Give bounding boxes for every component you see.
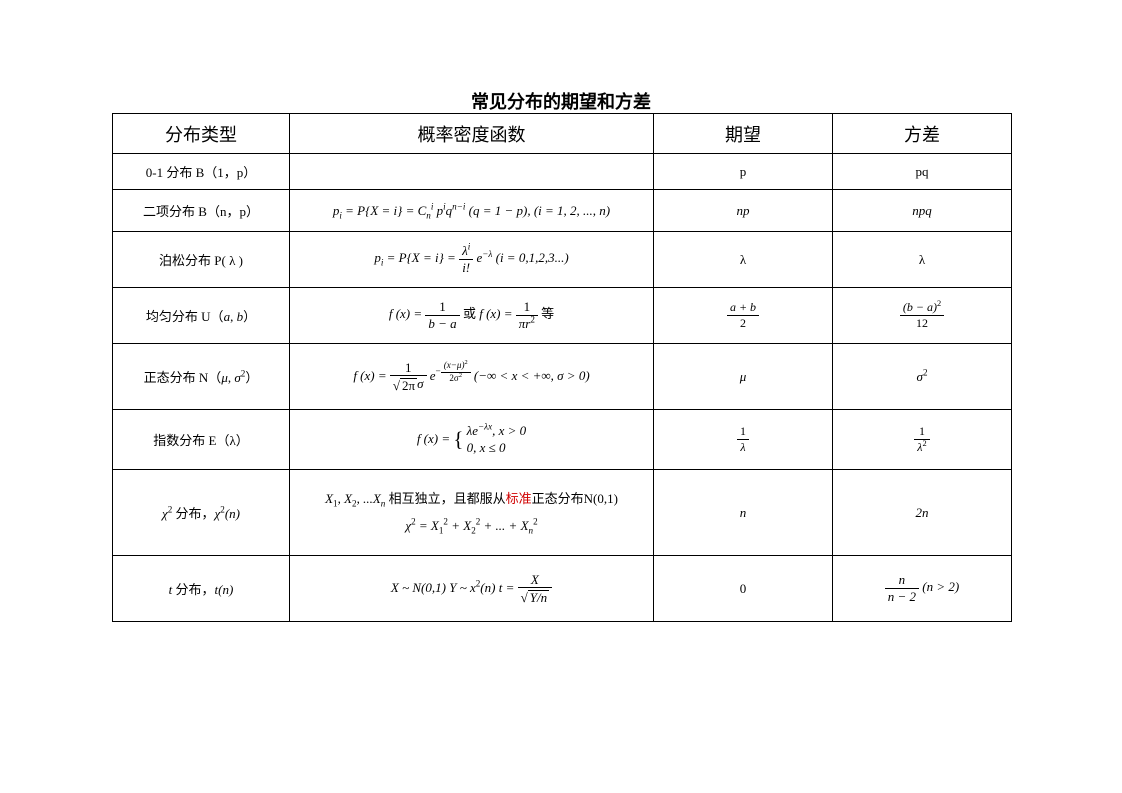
cell-var: npq — [833, 190, 1012, 232]
cell-dist: t 分布，t(n) — [113, 556, 290, 622]
table-row: 指数分布 E（λ） f (x) = { λe−λx, x > 0 0, x ≤ … — [113, 410, 1012, 470]
cell-pdf — [290, 154, 654, 190]
cell-exp: np — [654, 190, 833, 232]
col-var: 方差 — [833, 114, 1012, 154]
cell-dist: 均匀分布 U（a, b） — [113, 288, 290, 344]
distributions-table: 分布类型 概率密度函数 期望 方差 0-1 分布 B（1，p） p pq 二项分… — [112, 113, 1012, 622]
table-row: 正态分布 N（μ, σ2） f (x) = 1 √2πσ e−(x−μ)22σ2… — [113, 344, 1012, 410]
table-wrap: 分布类型 概率密度函数 期望 方差 0-1 分布 B（1，p） p pq 二项分… — [112, 113, 1011, 622]
table-row: 0-1 分布 B（1，p） p pq — [113, 154, 1012, 190]
cell-exp: a + b2 — [654, 288, 833, 344]
cell-pdf: X1, X2, ...Xn 相互独立，且都服从标准正态分布N(0,1) χ2 =… — [290, 470, 654, 556]
cell-exp: n — [654, 470, 833, 556]
col-dist: 分布类型 — [113, 114, 290, 154]
cell-pdf: pi = P{X = i} = Cni piqn−i (q = 1 − p), … — [290, 190, 654, 232]
cell-pdf: f (x) = { λe−λx, x > 0 0, x ≤ 0 — [290, 410, 654, 470]
cell-dist: 二项分布 B（n，p） — [113, 190, 290, 232]
col-pdf: 概率密度函数 — [290, 114, 654, 154]
cell-dist: 泊松分布 P( λ ) — [113, 232, 290, 288]
cell-exp: λ — [654, 232, 833, 288]
cell-pdf: f (x) = 1 √2πσ e−(x−μ)22σ2 (−∞ < x < +∞,… — [290, 344, 654, 410]
cell-dist: 0-1 分布 B（1，p） — [113, 154, 290, 190]
table-row: 二项分布 B（n，p） pi = P{X = i} = Cni piqn−i (… — [113, 190, 1012, 232]
cell-var: 2n — [833, 470, 1012, 556]
cell-var: λ — [833, 232, 1012, 288]
page-title: 常见分布的期望和方差 — [0, 88, 1122, 114]
cell-exp: μ — [654, 344, 833, 410]
cell-pdf: X ~ N(0,1) Y ~ x2(n) t = X√Y/n — [290, 556, 654, 622]
cell-var: pq — [833, 154, 1012, 190]
table-header-row: 分布类型 概率密度函数 期望 方差 — [113, 114, 1012, 154]
table-row: 泊松分布 P( λ ) pi = P{X = i} = λii! e−λ (i … — [113, 232, 1012, 288]
table-row: χ2 分布，χ2(n) X1, X2, ...Xn 相互独立，且都服从标准正态分… — [113, 470, 1012, 556]
cell-dist: 指数分布 E（λ） — [113, 410, 290, 470]
cell-var: (b − a)212 — [833, 288, 1012, 344]
cell-var: σ2 — [833, 344, 1012, 410]
table-row: t 分布，t(n) X ~ N(0,1) Y ~ x2(n) t = X√Y/n… — [113, 556, 1012, 622]
cell-var: 1λ2 — [833, 410, 1012, 470]
cell-exp: 0 — [654, 556, 833, 622]
cell-dist: χ2 分布，χ2(n) — [113, 470, 290, 556]
cell-var: nn − 2 (n > 2) — [833, 556, 1012, 622]
cell-dist: 正态分布 N（μ, σ2） — [113, 344, 290, 410]
cell-pdf: f (x) = 1b − a 或 f (x) = 1πr2 等 — [290, 288, 654, 344]
table-row: 均匀分布 U（a, b） f (x) = 1b − a 或 f (x) = 1π… — [113, 288, 1012, 344]
cell-pdf: pi = P{X = i} = λii! e−λ (i = 0,1,2,3...… — [290, 232, 654, 288]
cell-exp: p — [654, 154, 833, 190]
col-exp: 期望 — [654, 114, 833, 154]
cell-exp: 1λ — [654, 410, 833, 470]
